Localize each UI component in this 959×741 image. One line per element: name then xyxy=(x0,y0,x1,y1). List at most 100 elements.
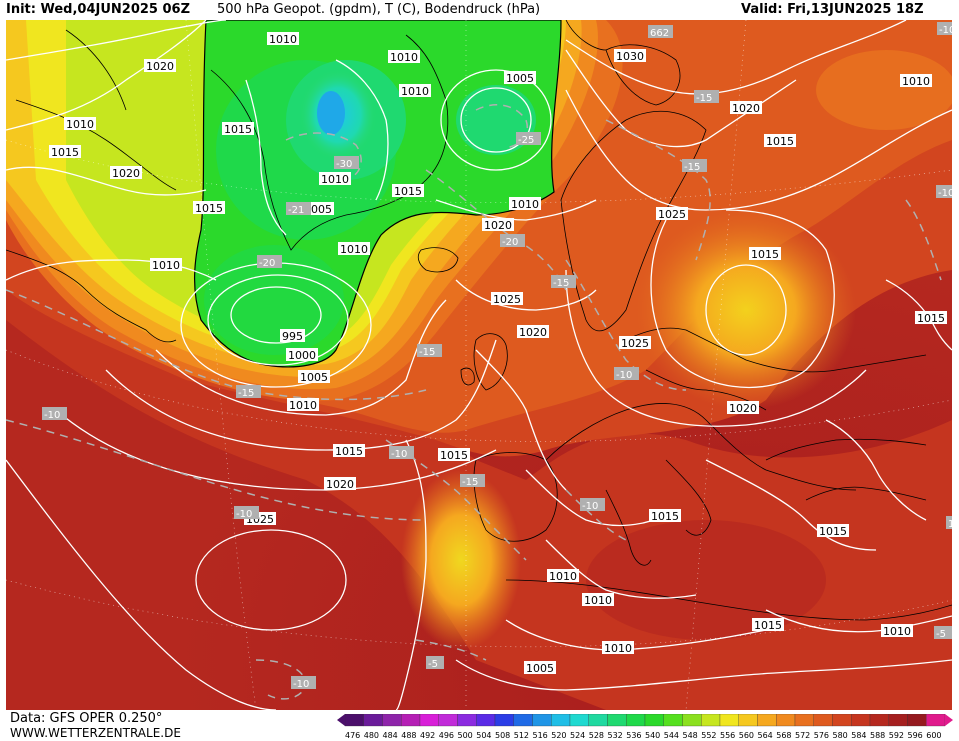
isobar-label-box xyxy=(749,247,781,260)
isobar-label-box xyxy=(333,444,365,457)
isobar-label-box xyxy=(900,74,932,87)
isotherm-label-box xyxy=(614,367,639,380)
isobar-label-text: 1005 xyxy=(300,371,328,384)
colorbar-swatch xyxy=(494,714,514,727)
colorbar-swatch xyxy=(607,714,627,727)
isotherm-label: -20 xyxy=(500,234,525,248)
isotherm-label-box xyxy=(286,202,311,215)
isobar-label-box xyxy=(482,218,514,231)
colorbar-tick-label: 592 xyxy=(889,731,904,740)
isobar-label-box xyxy=(49,145,81,158)
isobar-label: 1010 xyxy=(319,172,351,186)
colorbar-tick-label: 564 xyxy=(758,731,773,740)
colorbar-swatch xyxy=(551,714,571,727)
isobar-label-text: 1010 xyxy=(390,51,418,64)
colorbar-swatch xyxy=(344,714,364,727)
isotherm-label-box xyxy=(934,626,952,639)
colorbar-tick-label: 540 xyxy=(645,731,660,740)
isotherm-label: -30 xyxy=(334,156,359,170)
isotherm-label-box xyxy=(42,407,67,420)
colorbar-swatch xyxy=(419,714,439,727)
isotherm-label-text: -15 xyxy=(462,477,478,488)
colorbar-swatch xyxy=(382,714,402,727)
isotherm-label: -10 xyxy=(389,446,414,460)
colorbar-swatch xyxy=(907,714,927,727)
isobar-label-text: 1015 xyxy=(754,619,782,632)
colorbar-tick-label: 500 xyxy=(458,731,473,740)
isobar-label: 1000 xyxy=(286,348,318,362)
isobar-label-box xyxy=(338,242,370,255)
colorbar-swatch xyxy=(363,714,383,727)
colorbar-tick-label: 588 xyxy=(870,731,885,740)
isobar-label: 1020 xyxy=(517,325,549,339)
isotherm-label-box xyxy=(236,385,261,398)
isotherm-label-text: -10 xyxy=(293,679,309,690)
colorbar-swatch xyxy=(869,714,889,727)
isotherm-label-box xyxy=(334,156,359,169)
colorbar-swatch xyxy=(513,714,533,727)
isobar-label-box xyxy=(547,569,579,582)
isotherm-label-box xyxy=(417,344,442,357)
isobar-label: 1010 xyxy=(150,258,182,272)
isobar-label-box xyxy=(144,59,176,72)
isotherm-label-text: -10 xyxy=(616,370,632,381)
isobar-label-text: 1015 xyxy=(195,202,223,215)
colorbar-tick-label: 520 xyxy=(551,731,566,740)
isobar-label: 1025 xyxy=(656,207,688,221)
isobar-label: 1015 xyxy=(817,524,849,538)
isobar-label-text: 1020 xyxy=(732,102,760,115)
isotherm-label-box xyxy=(516,132,541,145)
map-header: Init: Wed,04JUN2025 06Z 500 hPa Geopot. … xyxy=(0,0,959,20)
colorbar-tick-label: 600 xyxy=(926,731,941,740)
isobar-label: 1015 xyxy=(915,311,947,325)
isobar-label: 1015 xyxy=(392,184,424,198)
isotherm-label-text: 1 xyxy=(948,519,952,530)
isotherm-label-box xyxy=(460,474,485,487)
isobar-label-box xyxy=(280,329,305,342)
isobar-label-box xyxy=(392,184,424,197)
isobar-label: 1010 xyxy=(338,242,370,256)
isobar-label: 1010 xyxy=(881,624,913,638)
isotherm-label-box xyxy=(682,159,707,172)
isotherm-label: -5 xyxy=(426,656,444,670)
isotherm-label-text: -5 xyxy=(428,659,438,670)
isobar-label: 1010 xyxy=(582,593,614,607)
isobar-label-text: 1030 xyxy=(616,50,644,63)
isobar-label-text: 1020 xyxy=(729,402,757,415)
isobar-label-text: 1010 xyxy=(511,198,539,211)
colorbar-swatch xyxy=(738,714,758,727)
isotherm-label-text: -21 xyxy=(288,205,304,216)
isobar-label-box xyxy=(64,117,96,130)
isotherm-label: 662 xyxy=(648,25,673,39)
isobar-label: 1005 xyxy=(298,370,330,384)
isotherm-label-text: -30 xyxy=(336,159,352,170)
isotherm-label-box xyxy=(946,516,952,529)
colorbar-tick-label: 476 xyxy=(345,731,360,740)
isobar-label: 1010 xyxy=(900,74,932,88)
isobar-label: 1025 xyxy=(491,292,523,306)
isobar-label-text: 1025 xyxy=(658,208,686,221)
colorbar-swatch xyxy=(719,714,739,727)
isobar-label-box xyxy=(399,84,431,97)
isotherm-label: -15 xyxy=(236,385,261,399)
isotherm-label-box xyxy=(648,25,673,38)
isobar-label-text: 1010 xyxy=(902,75,930,88)
colorbar-swatch xyxy=(663,714,683,727)
isobar-label-box xyxy=(582,593,614,606)
isotherm-label-text: -10 xyxy=(44,410,60,421)
isobar-label-text: 1020 xyxy=(112,167,140,180)
isotherm-label-text: -15 xyxy=(553,278,569,289)
isobar-label-box xyxy=(267,32,299,45)
isobar-label: 1030 xyxy=(614,49,646,63)
colorbar-swatch xyxy=(794,714,814,727)
colorbar-tick-label: 528 xyxy=(589,731,604,740)
isotherm-label-text: -15 xyxy=(696,93,712,104)
isobar-label-box xyxy=(222,122,254,135)
isobar-label-text: 1010 xyxy=(883,625,911,638)
isobar-label-text: 1020 xyxy=(484,219,512,232)
isotherm-label: -15 xyxy=(551,275,576,289)
isobar-label: 1015 xyxy=(649,509,681,523)
colorbar-swatch xyxy=(813,714,833,727)
isotherm-label: -10 xyxy=(936,185,952,199)
colorbar-swatch xyxy=(757,714,777,727)
